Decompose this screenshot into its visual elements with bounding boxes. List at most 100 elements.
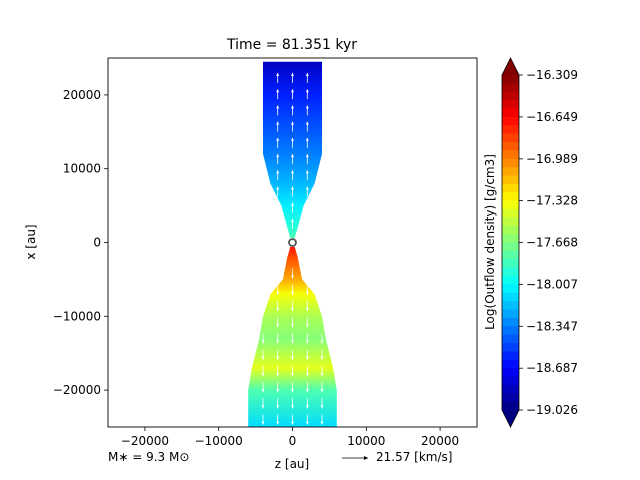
x-tick-label: 0 [289, 434, 297, 448]
colorbar-band [502, 343, 519, 352]
y-tick-label: 10000 [63, 162, 101, 176]
y-tick-label: 20000 [63, 88, 101, 102]
velocity-vector-upper-head [276, 105, 280, 109]
colorbar-band [502, 209, 519, 218]
colorbar-tick-label: −16.989 [526, 152, 578, 166]
velocity-vector-upper-head [276, 89, 280, 93]
colorbar: −19.026 −18.687 −18.347 −18.007 −17.668 −17.3… [501, 57, 578, 428]
colorbar-band [502, 359, 519, 369]
x-tick-label: −10000 [195, 434, 243, 448]
velocity-vector-upper-head [305, 137, 309, 141]
colorbar-band [502, 259, 519, 269]
colorbar-band [502, 309, 519, 319]
colorbar-band [502, 158, 519, 168]
velocity-vector-upper-head [305, 72, 309, 76]
velocity-vector-lower-head [276, 405, 280, 409]
velocity-vector-lower-head [276, 389, 280, 393]
velocity-vector-lower-head [320, 389, 324, 393]
colorbar-band [502, 142, 519, 151]
velocity-vector-upper-head [291, 154, 294, 158]
velocity-vector-lower-head [276, 308, 280, 311]
velocity-vector-lower-head [276, 356, 280, 360]
velocity-vector-upper-head [291, 137, 294, 141]
velocity-vector-lower-head [320, 372, 324, 376]
colorbar-band [502, 183, 519, 193]
velocity-vector-lower-head [261, 340, 265, 344]
colorbar-band [502, 351, 519, 361]
velocity-vector-lower-head [261, 356, 265, 360]
colorbar-tick-label: −16.649 [526, 110, 578, 124]
x-tick-label: 10000 [347, 434, 385, 448]
x-axis-label: z [au] [275, 457, 309, 471]
protostar-marker [288, 238, 297, 247]
colorbar-band [502, 234, 519, 243]
velocity-vector-upper-head [291, 89, 294, 93]
colorbar-band [502, 217, 519, 227]
velocity-vector-upper-head [291, 121, 294, 125]
colorbar-band [502, 301, 519, 310]
velocity-key-label: 21.57 [km/s] [376, 450, 452, 464]
velocity-vector-upper-head [291, 72, 294, 76]
velocity-vector-lower-head [305, 421, 309, 425]
velocity-vector-lower-head [261, 405, 265, 409]
velocity-vector-upper-head [276, 154, 280, 158]
colorbar-band [502, 326, 519, 336]
colorbar-band [502, 91, 519, 101]
velocity-vector-lower-head [276, 324, 280, 328]
velocity-vector-lower-head [261, 372, 265, 376]
velocity-vector-lower-head [305, 308, 309, 311]
velocity-vector-lower-head [291, 308, 294, 311]
colorbar-band [502, 133, 519, 143]
colorbar-tick-label: −17.328 [526, 194, 578, 208]
y-axis-label: x [au] [24, 224, 38, 259]
colorbar-tick-label: −16.309 [526, 68, 578, 82]
velocity-vector-upper-head [276, 72, 280, 76]
colorbar-band [502, 83, 519, 93]
colorbar-band [502, 317, 519, 327]
velocity-vector-lower-head [276, 340, 280, 344]
y-tick-label: −10000 [53, 309, 101, 323]
colorbar-band [502, 150, 519, 160]
velocity-vector-upper-head [276, 137, 280, 141]
velocity-vector-lower-head [320, 340, 324, 344]
velocity-vector-upper-head [291, 105, 294, 109]
colorbar-band [502, 75, 519, 84]
colorbar-band [502, 167, 519, 176]
velocity-vector-lower-head [291, 340, 294, 344]
colorbar-band [502, 225, 519, 235]
velocity-vector-upper-head [291, 186, 294, 190]
x-tick-label: −20000 [121, 434, 169, 448]
colorbar-band [502, 125, 519, 135]
velocity-vector-upper-head [305, 89, 309, 93]
colorbar-tick-label: −18.687 [526, 361, 578, 375]
velocity-vector-lower-head [305, 372, 309, 376]
colorbar-band [502, 292, 519, 302]
colorbar-tick-label: −17.668 [526, 236, 578, 250]
velocity-vector-lower-head [320, 405, 324, 409]
x-tick-label: 20000 [421, 434, 459, 448]
colorbar-extend-min [502, 410, 519, 427]
velocity-vector-lower-head [320, 421, 324, 425]
velocity-vector-lower-head [305, 340, 309, 344]
colorbar-band [502, 116, 519, 126]
velocity-vector-upper-head [276, 170, 280, 174]
velocity-vector-lower-head [261, 421, 265, 425]
velocity-vector-lower-head [305, 324, 309, 328]
colorbar-band [502, 200, 519, 210]
velocity-vector-lower-head [305, 389, 309, 393]
velocity-vector-lower-head [320, 356, 324, 360]
velocity-vector-upper-head [305, 154, 309, 158]
colorbar-band [502, 376, 519, 386]
velocity-vector-upper-head [305, 170, 309, 174]
colorbar-tick-label: −19.026 [526, 403, 578, 417]
colorbar-band [502, 284, 519, 294]
velocity-vector-lower-head [276, 372, 280, 376]
colorbar-band [502, 384, 519, 394]
velocity-vector-lower-head [305, 291, 309, 295]
velocity-vector-lower-head [291, 275, 294, 279]
colorbar-band [502, 334, 519, 344]
velocity-vector-upper-head [305, 186, 309, 190]
velocity-vector-lower-head [305, 405, 309, 409]
colorbar-band [502, 242, 519, 252]
